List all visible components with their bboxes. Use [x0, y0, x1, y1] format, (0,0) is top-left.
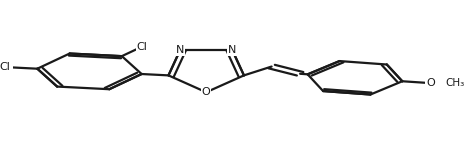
Text: Cl: Cl [0, 62, 10, 72]
Text: CH₃: CH₃ [445, 78, 464, 88]
Text: N: N [176, 45, 185, 55]
Text: O: O [202, 87, 211, 97]
Text: N: N [228, 45, 236, 55]
Text: Cl: Cl [137, 42, 148, 52]
Text: O: O [426, 78, 435, 88]
